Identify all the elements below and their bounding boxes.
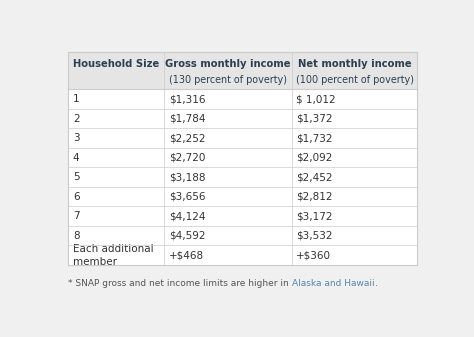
- Text: 3: 3: [73, 133, 80, 143]
- Text: 2: 2: [73, 114, 80, 124]
- Text: (130 percent of poverty): (130 percent of poverty): [169, 75, 287, 85]
- Bar: [68, 206, 418, 226]
- Bar: [68, 89, 418, 109]
- Text: Household Size: Household Size: [73, 59, 159, 69]
- Text: $3,656: $3,656: [169, 192, 205, 202]
- Bar: [68, 167, 418, 187]
- Text: Each additional
member: Each additional member: [73, 244, 154, 267]
- Text: $3,532: $3,532: [296, 231, 333, 241]
- Text: +$468: +$468: [169, 250, 204, 260]
- Bar: [68, 226, 418, 245]
- Bar: [68, 148, 418, 167]
- Text: Net monthly income: Net monthly income: [298, 59, 411, 69]
- Text: $1,784: $1,784: [169, 114, 205, 124]
- Text: 7: 7: [73, 211, 80, 221]
- Text: $ 1,012: $ 1,012: [296, 94, 336, 104]
- Text: $4,592: $4,592: [169, 231, 205, 241]
- Bar: [68, 109, 418, 128]
- Text: 5: 5: [73, 172, 80, 182]
- Text: $3,188: $3,188: [169, 172, 205, 182]
- Text: $1,316: $1,316: [169, 94, 205, 104]
- Text: Alaska and Hawaii: Alaska and Hawaii: [292, 279, 374, 287]
- Text: (100 percent of poverty): (100 percent of poverty): [296, 75, 414, 85]
- Text: $3,172: $3,172: [296, 211, 333, 221]
- Text: $2,452: $2,452: [296, 172, 333, 182]
- Text: +$360: +$360: [296, 250, 331, 260]
- Bar: [68, 187, 418, 206]
- Text: $4,124: $4,124: [169, 211, 205, 221]
- Bar: [68, 52, 418, 89]
- Text: 6: 6: [73, 192, 80, 202]
- Text: $2,092: $2,092: [296, 153, 333, 163]
- Bar: [68, 245, 418, 265]
- Text: $1,372: $1,372: [296, 114, 333, 124]
- Text: Gross monthly income: Gross monthly income: [165, 59, 291, 69]
- Text: 4: 4: [73, 153, 80, 163]
- Text: .: .: [374, 279, 378, 287]
- Text: * SNAP gross and net income limits are higher in: * SNAP gross and net income limits are h…: [68, 279, 292, 287]
- Text: $2,812: $2,812: [296, 192, 333, 202]
- Bar: [68, 52, 418, 265]
- Text: $1,732: $1,732: [296, 133, 333, 143]
- Text: 8: 8: [73, 231, 80, 241]
- Text: $2,720: $2,720: [169, 153, 205, 163]
- Text: 1: 1: [73, 94, 80, 104]
- Text: $2,252: $2,252: [169, 133, 205, 143]
- Bar: [68, 128, 418, 148]
